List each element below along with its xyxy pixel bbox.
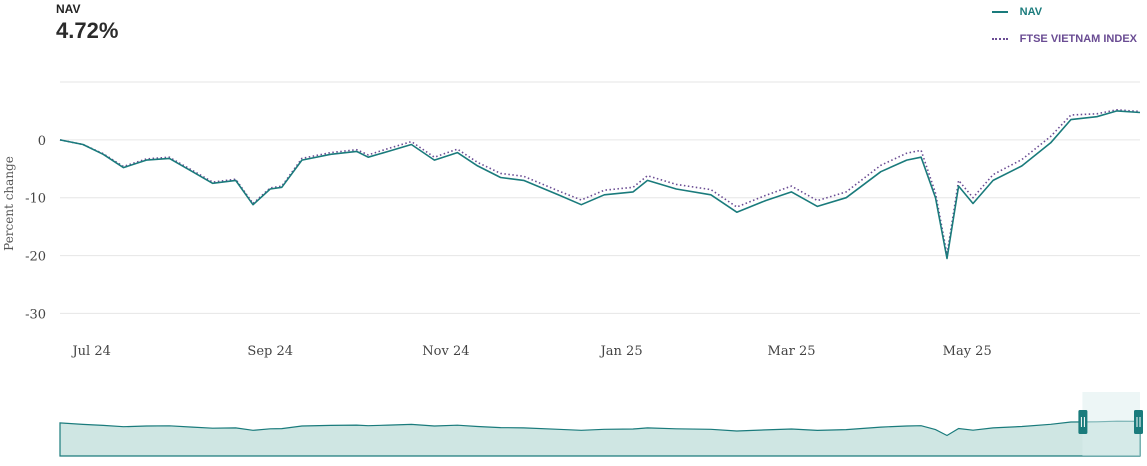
navigator-handle-left[interactable] bbox=[1078, 410, 1088, 434]
x-tick-label: Jan 25 bbox=[599, 344, 643, 359]
navigator-handle-right[interactable] bbox=[1134, 410, 1143, 434]
plot-area[interactable] bbox=[59, 109, 1141, 260]
y-tick-label: 0 bbox=[38, 134, 46, 149]
legend-item-nav[interactable]: NAV bbox=[991, 2, 1137, 22]
y-tick-label: -20 bbox=[25, 250, 46, 265]
y-tick-label: -10 bbox=[25, 192, 46, 207]
legend-label-index: FTSE VIETNAM INDEX bbox=[1019, 33, 1137, 45]
legend-swatch-index bbox=[991, 38, 1008, 40]
grip-lines-icon[interactable] bbox=[1134, 410, 1143, 434]
navigator-series bbox=[59, 420, 1141, 457]
y-axis-label: Percent change bbox=[2, 156, 16, 251]
grid-lines bbox=[60, 81, 1140, 314]
y-tick-label: -30 bbox=[25, 307, 46, 322]
legend-item-index[interactable]: FTSE VIETNAM INDEX bbox=[991, 29, 1137, 49]
x-axis: Jul 24 Sep 24 Nov 24 Jan 25 Mar 25 May 25 bbox=[70, 344, 991, 359]
y-axis: 0 -10 -20 -30 bbox=[25, 134, 46, 323]
grip-lines-icon[interactable] bbox=[1078, 410, 1088, 434]
x-tick-label: Sep 24 bbox=[247, 344, 293, 359]
legend-swatch-nav bbox=[991, 11, 1008, 13]
legend: NAV FTSE VIETNAM INDEX bbox=[991, 2, 1137, 56]
series-line-nav bbox=[59, 110, 1141, 260]
navigator[interactable] bbox=[59, 392, 1143, 457]
nav-value: 4.72% bbox=[56, 18, 119, 43]
x-tick-label: Mar 25 bbox=[768, 344, 816, 359]
x-tick-label: May 25 bbox=[943, 344, 992, 359]
legend-label-nav: NAV bbox=[1019, 6, 1043, 18]
nav-label: NAV bbox=[56, 2, 81, 16]
x-tick-label: Jul 24 bbox=[70, 344, 110, 359]
navigator-window[interactable] bbox=[1082, 392, 1140, 456]
x-tick-label: Nov 24 bbox=[422, 344, 469, 359]
